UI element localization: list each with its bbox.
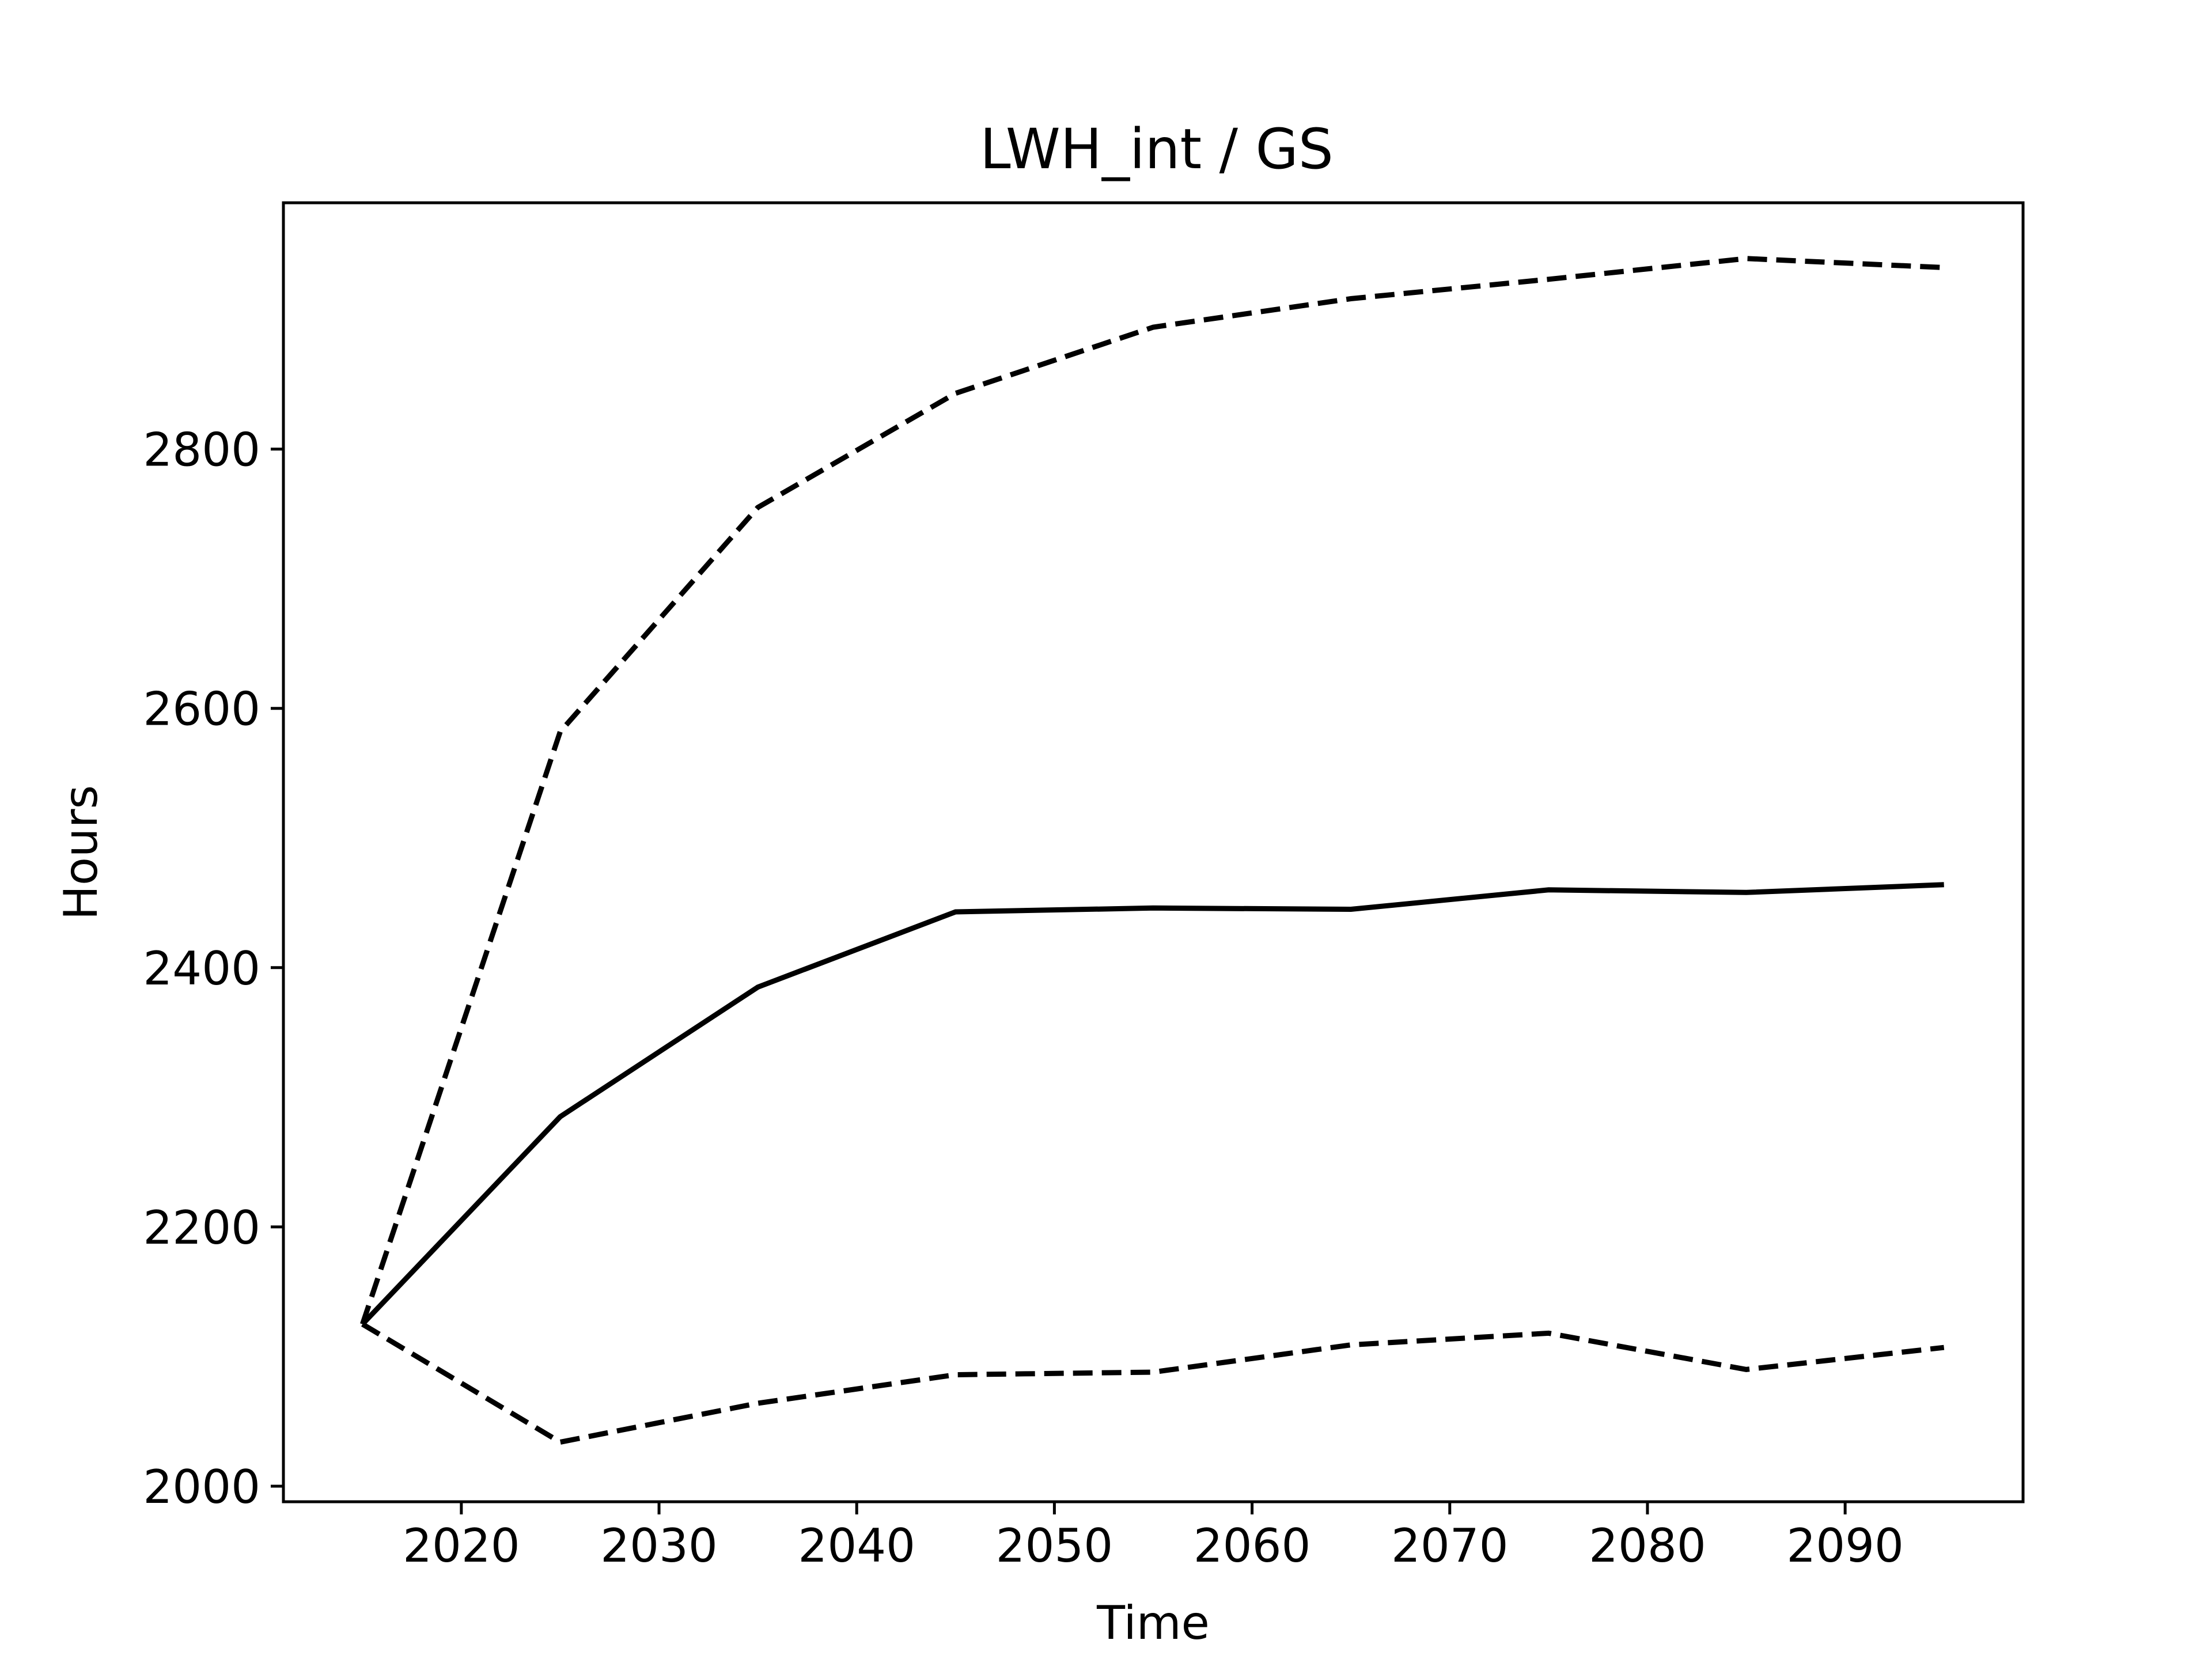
y-tick-label: 2000	[143, 1460, 260, 1514]
x-tick-label: 2030	[600, 1519, 718, 1573]
y-tick-label: 2800	[143, 423, 260, 477]
y-axis: 2000 2200 2400 2600 2800	[143, 423, 283, 1514]
x-tick-label: 2070	[1391, 1519, 1509, 1573]
x-tick-label: 2060	[1194, 1519, 1311, 1573]
y-axis-label: Hours	[54, 785, 108, 920]
x-tick-label: 2090	[1786, 1519, 1904, 1573]
x-axis: 2020 2030 2040 2050 2060 2070 2080 2090	[403, 1502, 1904, 1573]
y-tick-label: 2600	[143, 683, 260, 736]
y-tick-label: 2400	[143, 942, 260, 995]
series-line-1	[361, 882, 1944, 1326]
x-tick-label: 2050	[996, 1519, 1113, 1573]
x-tick-label: 2020	[403, 1519, 520, 1573]
x-tick-label: 2040	[798, 1519, 915, 1573]
y-tick-label: 2200	[143, 1201, 260, 1255]
series-line-2	[360, 256, 1944, 1325]
series-layer	[360, 256, 1945, 1445]
plot-area-frame	[282, 201, 2025, 1503]
series-line-3	[361, 1321, 1945, 1445]
chart-title: LWH_int / GS	[980, 117, 1334, 181]
x-axis-label: Time	[1096, 1596, 1210, 1650]
x-tick-label: 2080	[1589, 1519, 1706, 1573]
